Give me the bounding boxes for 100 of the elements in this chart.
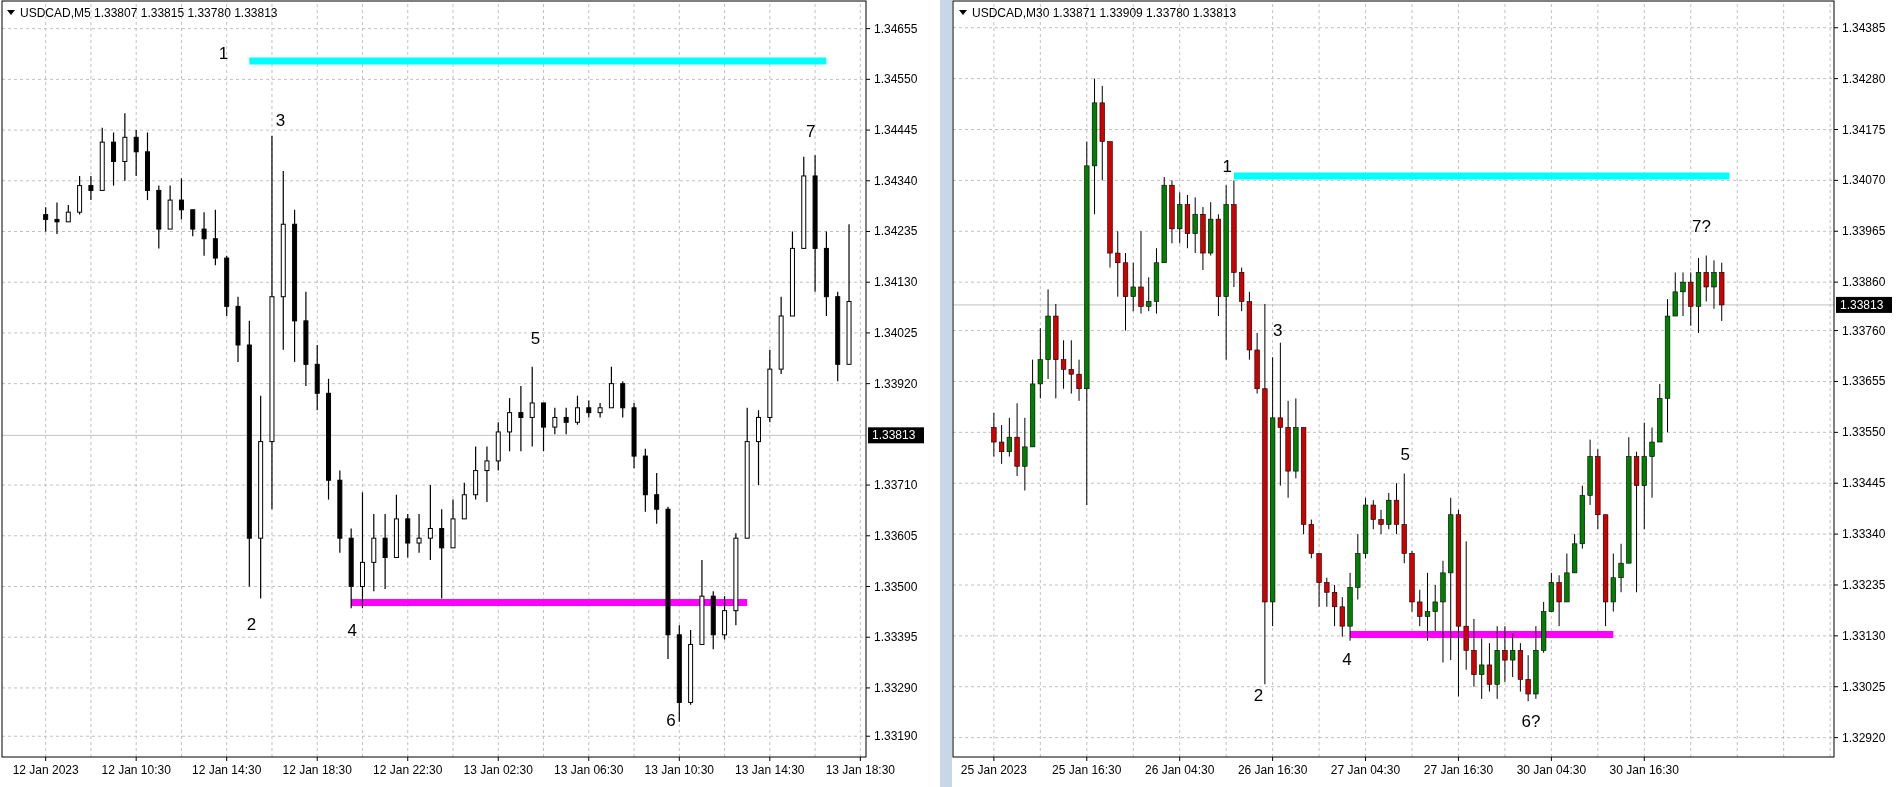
candlestick bbox=[597, 402, 603, 419]
x-tick-label: 13 Jan 14:30 bbox=[735, 763, 805, 777]
ref-line-label: 1.33813 bbox=[872, 428, 916, 443]
y-tick-label: 1.33710 bbox=[874, 478, 918, 493]
annotation: 4 bbox=[1342, 650, 1352, 670]
y-tick-label: 1.33190 bbox=[874, 729, 918, 744]
candlestick bbox=[1076, 359, 1082, 402]
annotation: 7? bbox=[1692, 217, 1711, 237]
x-tick-label: 13 Jan 02:30 bbox=[463, 763, 534, 777]
candlestick bbox=[201, 211, 207, 257]
annotation: 7 bbox=[805, 121, 816, 141]
y-tick-label: 1.32920 bbox=[1842, 730, 1886, 745]
candlestick bbox=[427, 484, 433, 561]
x-tick-label: 27 Jan 04:30 bbox=[1330, 763, 1401, 777]
candlestick bbox=[439, 508, 445, 600]
annotation: 2 bbox=[1253, 685, 1264, 705]
annotation: 3 bbox=[1273, 320, 1283, 340]
y-tick-label: 1.33760 bbox=[1842, 323, 1886, 338]
candlestick bbox=[1378, 509, 1384, 535]
annotation: 2 bbox=[246, 614, 257, 634]
candlestick bbox=[1502, 625, 1508, 683]
y-tick-label: 1.33965 bbox=[1842, 224, 1886, 239]
candlestick bbox=[212, 209, 218, 266]
x-tick-label: 25 Jan 16:30 bbox=[1052, 763, 1122, 777]
y-tick-label: 1.34385 bbox=[1842, 20, 1886, 35]
y-tick-label: 1.34340 bbox=[874, 173, 918, 188]
candlestick bbox=[178, 177, 184, 221]
candlestick bbox=[1146, 276, 1152, 312]
x-tick-label: 12 Jan 14:30 bbox=[192, 763, 262, 777]
annotation: 1 bbox=[1222, 157, 1232, 177]
y-tick-label: 1.33445 bbox=[1842, 476, 1886, 491]
candlestick bbox=[563, 407, 569, 435]
candlestick bbox=[1525, 654, 1531, 702]
candlestick bbox=[529, 366, 535, 448]
y-tick-label: 1.33860 bbox=[1842, 275, 1886, 290]
candlestick bbox=[54, 201, 60, 235]
candlestick bbox=[1424, 572, 1431, 642]
y-tick-label: 1.33655 bbox=[1842, 374, 1886, 389]
y-tick-label: 1.33290 bbox=[874, 680, 918, 695]
x-tick-label: 13 Jan 10:30 bbox=[644, 763, 715, 777]
y-tick-label: 1.34550 bbox=[874, 72, 918, 87]
y-tick-label: 1.33340 bbox=[1842, 527, 1886, 542]
y-tick-label: 1.33920 bbox=[874, 376, 918, 391]
candlestick bbox=[416, 513, 422, 554]
candlestick bbox=[1115, 230, 1121, 298]
y-tick-label: 1.34655 bbox=[874, 21, 918, 36]
x-tick-label: 13 Jan 18:30 bbox=[825, 763, 896, 777]
y-tick-label: 1.33130 bbox=[1842, 628, 1886, 643]
x-tick-label: 30 Jan 04:30 bbox=[1516, 763, 1587, 777]
y-tick-label: 1.34280 bbox=[1842, 71, 1886, 86]
candlestick bbox=[1130, 262, 1136, 312]
annotation: 6? bbox=[1521, 712, 1541, 732]
candlestick bbox=[1192, 196, 1198, 254]
x-tick-label: 12 Jan 22:30 bbox=[373, 763, 443, 777]
candlestick bbox=[1711, 259, 1717, 310]
x-tick-label: 12 Jan 18:30 bbox=[282, 763, 353, 777]
y-tick-label: 1.34025 bbox=[874, 325, 918, 340]
candlestick bbox=[484, 445, 490, 503]
candlestick bbox=[382, 513, 388, 590]
y-tick-label: 1.33235 bbox=[1842, 577, 1886, 592]
x-tick-label: 12 Jan 2023 bbox=[12, 763, 80, 777]
x-tick-label: 12 Jan 10:30 bbox=[101, 763, 172, 777]
candlestick bbox=[507, 397, 513, 452]
y-tick-label: 1.34070 bbox=[1842, 173, 1886, 188]
y-tick-label: 1.33395 bbox=[874, 630, 918, 645]
candlestick bbox=[654, 472, 660, 525]
y-tick-label: 1.34130 bbox=[874, 275, 918, 290]
candlestick bbox=[88, 175, 94, 201]
candlestick bbox=[1703, 254, 1709, 303]
candlestick bbox=[1432, 584, 1438, 632]
y-tick-label: 1.33550 bbox=[1842, 425, 1886, 440]
candlestick bbox=[1417, 589, 1423, 627]
x-tick-label: 26 Jan 16:30 bbox=[1237, 763, 1308, 777]
candlestick bbox=[1324, 577, 1330, 608]
y-tick-label: 1.34235 bbox=[874, 224, 918, 239]
chart-title: USDCAD,M30 1.33871 1.33909 1.33780 1.33813 bbox=[972, 6, 1237, 20]
candlestick bbox=[1618, 543, 1624, 593]
x-tick-label: 25 Jan 2023 bbox=[960, 763, 1028, 777]
y-tick-label: 1.34445 bbox=[874, 123, 918, 138]
x-tick-label: 13 Jan 06:30 bbox=[554, 763, 624, 777]
candlestick bbox=[133, 129, 139, 177]
annotation: 6 bbox=[666, 710, 676, 730]
y-tick-label: 1.34175 bbox=[1842, 122, 1886, 137]
annotation: 5 bbox=[530, 328, 541, 348]
candlestick bbox=[1680, 271, 1686, 317]
ref-line-label: 1.33813 bbox=[1840, 297, 1884, 312]
candlestick bbox=[111, 131, 117, 187]
candlestick bbox=[1649, 427, 1655, 499]
annotation: 1 bbox=[218, 44, 229, 64]
candlestick bbox=[1138, 230, 1144, 315]
x-tick-label: 26 Jan 04:30 bbox=[1145, 763, 1215, 777]
chart-title: USDCAD,M5 1.33807 1.33815 1.33780 1.33813 bbox=[20, 6, 278, 20]
annotation: 4 bbox=[347, 621, 357, 640]
candlestick bbox=[574, 395, 580, 426]
annotation: 3 bbox=[275, 111, 286, 131]
candlestick bbox=[190, 209, 196, 237]
candlestick bbox=[1022, 417, 1028, 491]
candlestick bbox=[43, 206, 49, 233]
x-tick-label: 30 Jan 16:30 bbox=[1609, 763, 1680, 777]
x-tick-label: 27 Jan 16:30 bbox=[1423, 763, 1494, 777]
